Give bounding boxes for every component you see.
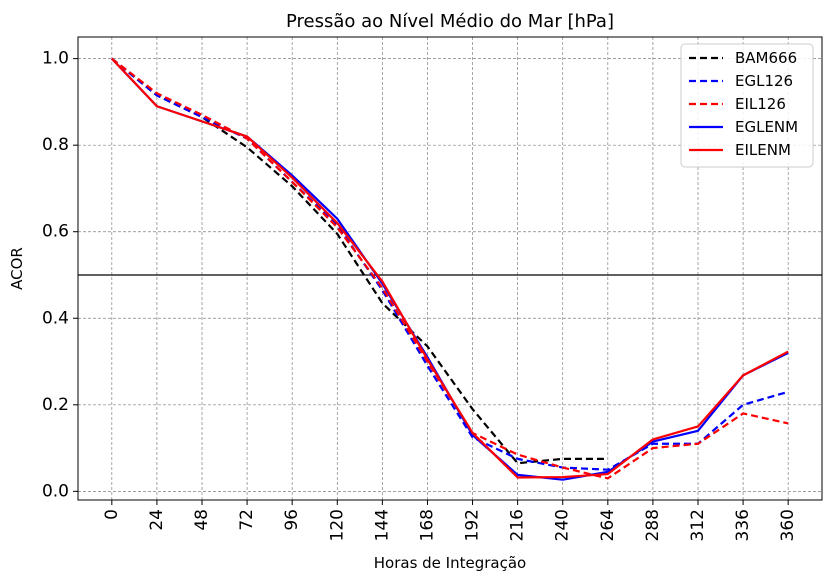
series-line-eilenm [111,57,789,479]
series-line-bam666 [111,57,608,465]
legend-label-bam666: BAM666 [735,49,797,67]
plot-frame [77,36,823,501]
y-tick-label: 0.0 [42,481,69,501]
x-tick-label: 288 [643,509,663,541]
x-tick-label: 96 [282,509,302,531]
legend-box [680,43,814,168]
y-tick-label: 0.4 [42,308,69,328]
legend: BAM666 EGL126 EIL126 EGLENM EILENM [680,43,814,168]
x-tick-label: 216 [508,509,528,541]
x-tick-label: 240 [553,509,573,541]
legend-label-eil126: EIL126 [735,95,786,113]
legend-label-egl126: EGL126 [735,72,793,90]
chart-title: Pressão ao Nível Médio do Mar [hPa] [286,11,614,32]
x-tick-label: 0 [102,509,122,520]
x-tick-label: 168 [417,509,437,541]
legend-label-eilenm: EILENM [735,141,791,159]
x-tick-label: 72 [237,509,257,531]
series-layer [111,57,789,481]
x-tick-label: 192 [463,509,483,541]
y-tick-label: 0.2 [42,395,69,415]
legend-label-eglenm: EGLENM [735,118,798,136]
y-tick-label: 1.0 [42,49,69,69]
y-tick-label: 0.8 [42,135,69,155]
grid-layer [78,37,822,500]
x-tick-label: 360 [778,509,798,541]
x-tick-label: 120 [327,509,347,541]
y-tick-label: 0.6 [42,222,69,242]
x-tick-label: 312 [688,509,708,541]
x-tick-label: 48 [192,509,212,531]
x-tick-label: 264 [598,509,618,541]
x-tick-label: 336 [733,509,753,541]
x-tick-label: 144 [372,509,392,541]
axis-layer: 0 24 48 72 96 120 144 168 192 216 240 264 288 312 336 3… [42,49,798,542]
y-axis-label: ACOR [8,247,26,290]
x-tick-label: 24 [147,509,167,531]
x-axis-label: Horas de Integração [374,554,526,572]
